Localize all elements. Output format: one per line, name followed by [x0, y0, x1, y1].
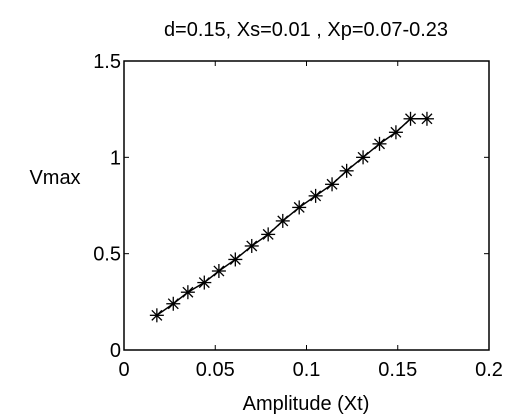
- data-point: [356, 150, 371, 165]
- x-tick-label: 0.2: [475, 359, 503, 381]
- series-line: [156, 118, 427, 316]
- data-point: [339, 163, 354, 178]
- data-point: [166, 296, 181, 311]
- chart-title: d=0.15, Xs=0.01 , Xp=0.07-0.23: [164, 19, 448, 41]
- y-tick-label: 1.5: [93, 51, 121, 73]
- data-point: [308, 188, 323, 203]
- y-tick-label: 0: [110, 340, 121, 362]
- data-point: [261, 227, 276, 242]
- data-point: [180, 285, 195, 300]
- x-tick-label: 0.1: [293, 359, 321, 381]
- y-tick-label: 0.5: [93, 244, 121, 266]
- series-layer: [149, 111, 434, 323]
- data-point: [228, 252, 243, 267]
- y-axis-label: Vmax: [29, 167, 80, 189]
- data-point: [325, 177, 340, 192]
- data-point: [372, 136, 387, 151]
- x-tick-label: 0: [118, 359, 129, 381]
- y-axis-ticks: 0 0.5 1 1.5: [93, 51, 489, 362]
- data-point: [419, 111, 434, 126]
- x-tick-label: 0.15: [378, 359, 417, 381]
- data-point: [292, 200, 307, 215]
- data-point: [244, 238, 259, 253]
- data-point: [403, 111, 418, 126]
- x-axis-label: Amplitude (Xt): [243, 393, 370, 415]
- data-point: [211, 264, 226, 279]
- data-point: [388, 125, 403, 140]
- y-tick-label: 1: [110, 147, 121, 169]
- data-point: [275, 213, 290, 228]
- x-axis-ticks: 0 0.05 0.1 0.15 0.2: [118, 61, 503, 381]
- plot-frame: [123, 60, 490, 351]
- data-point: [197, 275, 212, 290]
- x-tick-label: 0.05: [196, 359, 235, 381]
- data-point: [149, 308, 164, 323]
